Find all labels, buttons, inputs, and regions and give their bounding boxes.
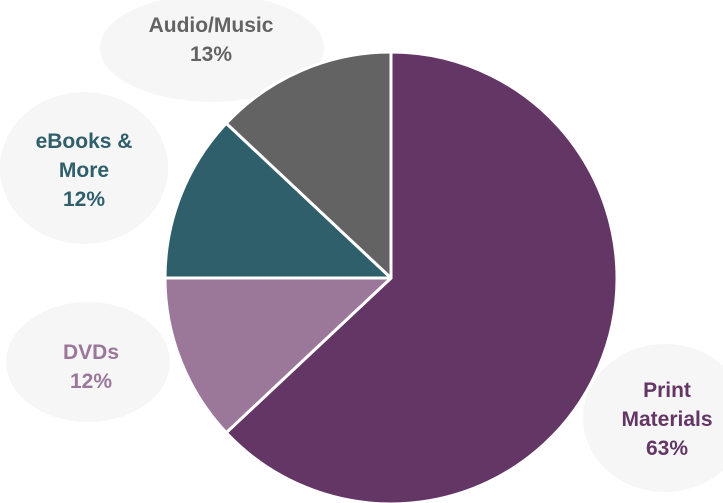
label-halo (6, 302, 170, 422)
slice-label-dvds-pct: 12% (69, 370, 113, 393)
slice-label-audio-music-line-1: Audio/Music (148, 14, 274, 37)
slice-label-ebooks-line-1: eBooks & (35, 130, 133, 153)
pie-slice-ebooks (163, 121, 393, 280)
slice-label-ebooks: eBooks & More 12% (14, 127, 154, 214)
slice-label-ebooks-line-2: More (58, 159, 110, 182)
slice-label-print-materials-pct: 63% (645, 437, 689, 460)
slice-label-print-materials: Print Materials 63% (608, 376, 723, 463)
slice-label-ebooks-pct: 12% (62, 188, 106, 211)
pie-slice-audio-music (224, 50, 393, 280)
slice-label-print-materials-line-2: Materials (621, 408, 713, 431)
pie-slice-print-materials (224, 50, 619, 503)
label-halo (583, 344, 723, 492)
slice-label-audio-music-pct: 13% (189, 43, 233, 66)
slice-label-audio-music: Audio/Music 13% (118, 11, 304, 69)
label-halo (100, 0, 324, 102)
slice-label-dvds-line-1: DVDs (62, 341, 120, 364)
pie-slice-dvds (163, 276, 393, 435)
slice-label-print-materials-line-1: Print (643, 379, 691, 402)
label-halo (0, 92, 168, 244)
slice-label-dvds: DVDs 12% (32, 338, 150, 396)
